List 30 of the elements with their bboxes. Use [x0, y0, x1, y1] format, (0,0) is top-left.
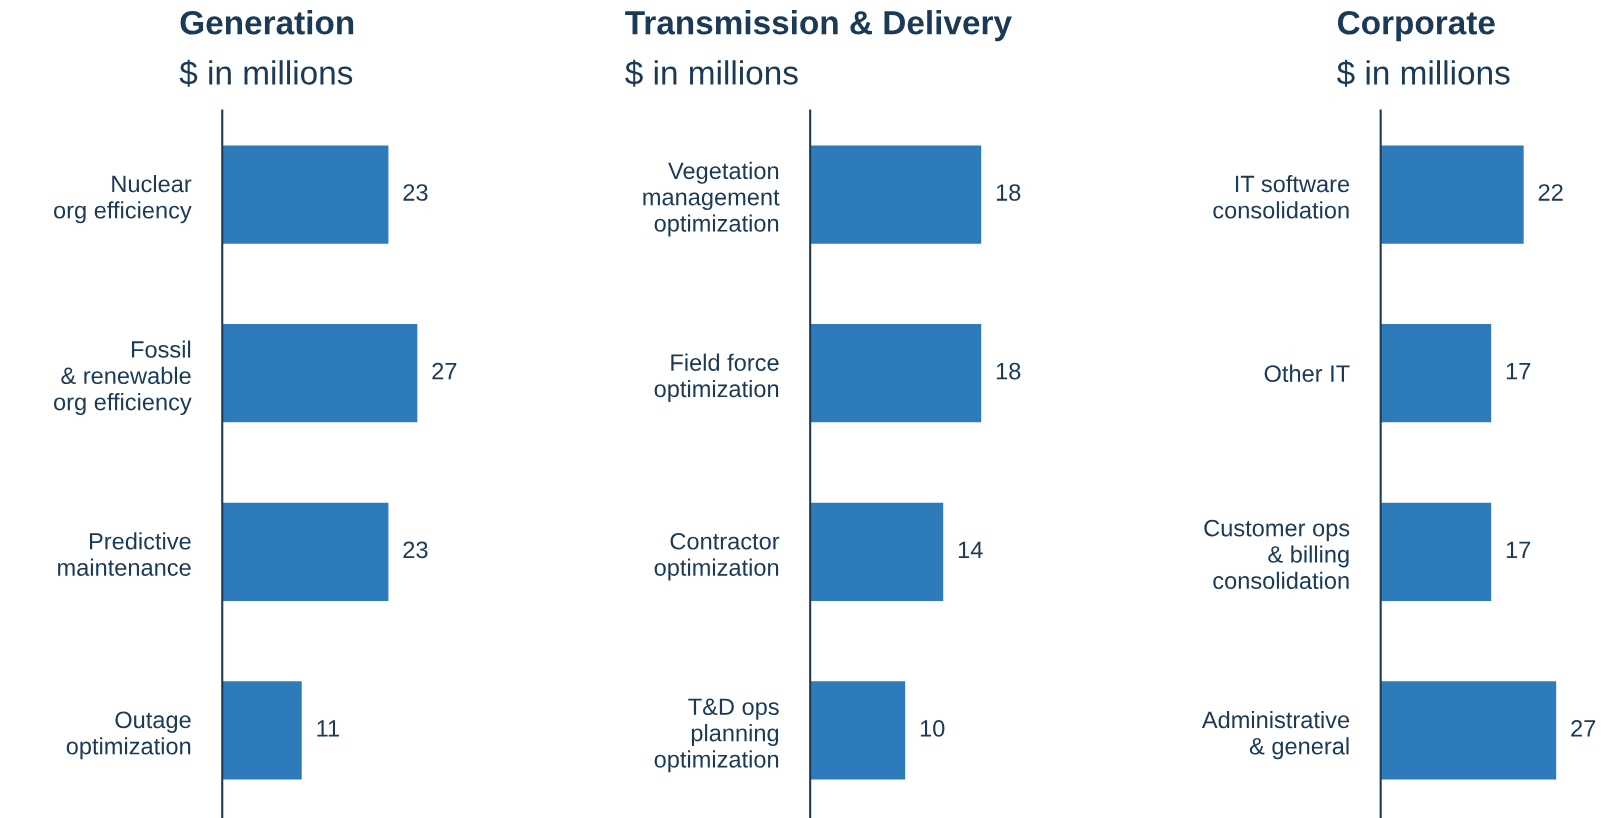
data-label: 17	[1506, 363, 1531, 380]
data-label: 23	[403, 184, 428, 201]
data-label: 23	[403, 541, 428, 559]
y-tick-label: Customer ops & billing consolidation	[1204, 519, 1350, 590]
data-label: 27	[1571, 720, 1596, 737]
chart-title: Corporate	[1338, 10, 1495, 42]
data-label: 18	[996, 184, 1021, 201]
y-tick-label: Predictive maintenance	[58, 532, 191, 576]
y-tick-label: Other IT	[1264, 364, 1350, 382]
data-label: 14	[958, 541, 983, 558]
data-label: 17	[1506, 541, 1531, 558]
y-tick-label: Outage optimization	[66, 711, 191, 760]
y-tick-label: Administrative & general	[1201, 710, 1350, 760]
y-tick-label: T&D ops planning optimization	[654, 698, 779, 773]
y-tick-label: Contractor optimization	[654, 532, 780, 581]
data-label: 11	[317, 720, 339, 737]
y-tick-label: Nuclear org efficiency	[54, 174, 192, 224]
chart-title: Generation	[180, 10, 354, 35]
chart-subtitle: $ in millions	[1336, 59, 1510, 87]
data-label: 10	[920, 720, 945, 737]
data-label: 27	[432, 362, 457, 380]
y-tick-label: Field force optimization	[654, 353, 779, 402]
data-label: 18	[996, 362, 1021, 380]
chart-subtitle: $ in millions	[625, 59, 798, 87]
y-tick-label: IT software consolidation	[1213, 175, 1350, 219]
chart-title: Transmission & Delivery	[625, 10, 1012, 42]
y-tick-label: Vegetation management optimization	[643, 161, 780, 237]
y-tick-label: Fossil & renewable org efficiency	[54, 340, 192, 416]
data-label: 22	[1538, 184, 1563, 201]
chart-subtitle: $ in millions	[179, 59, 353, 87]
